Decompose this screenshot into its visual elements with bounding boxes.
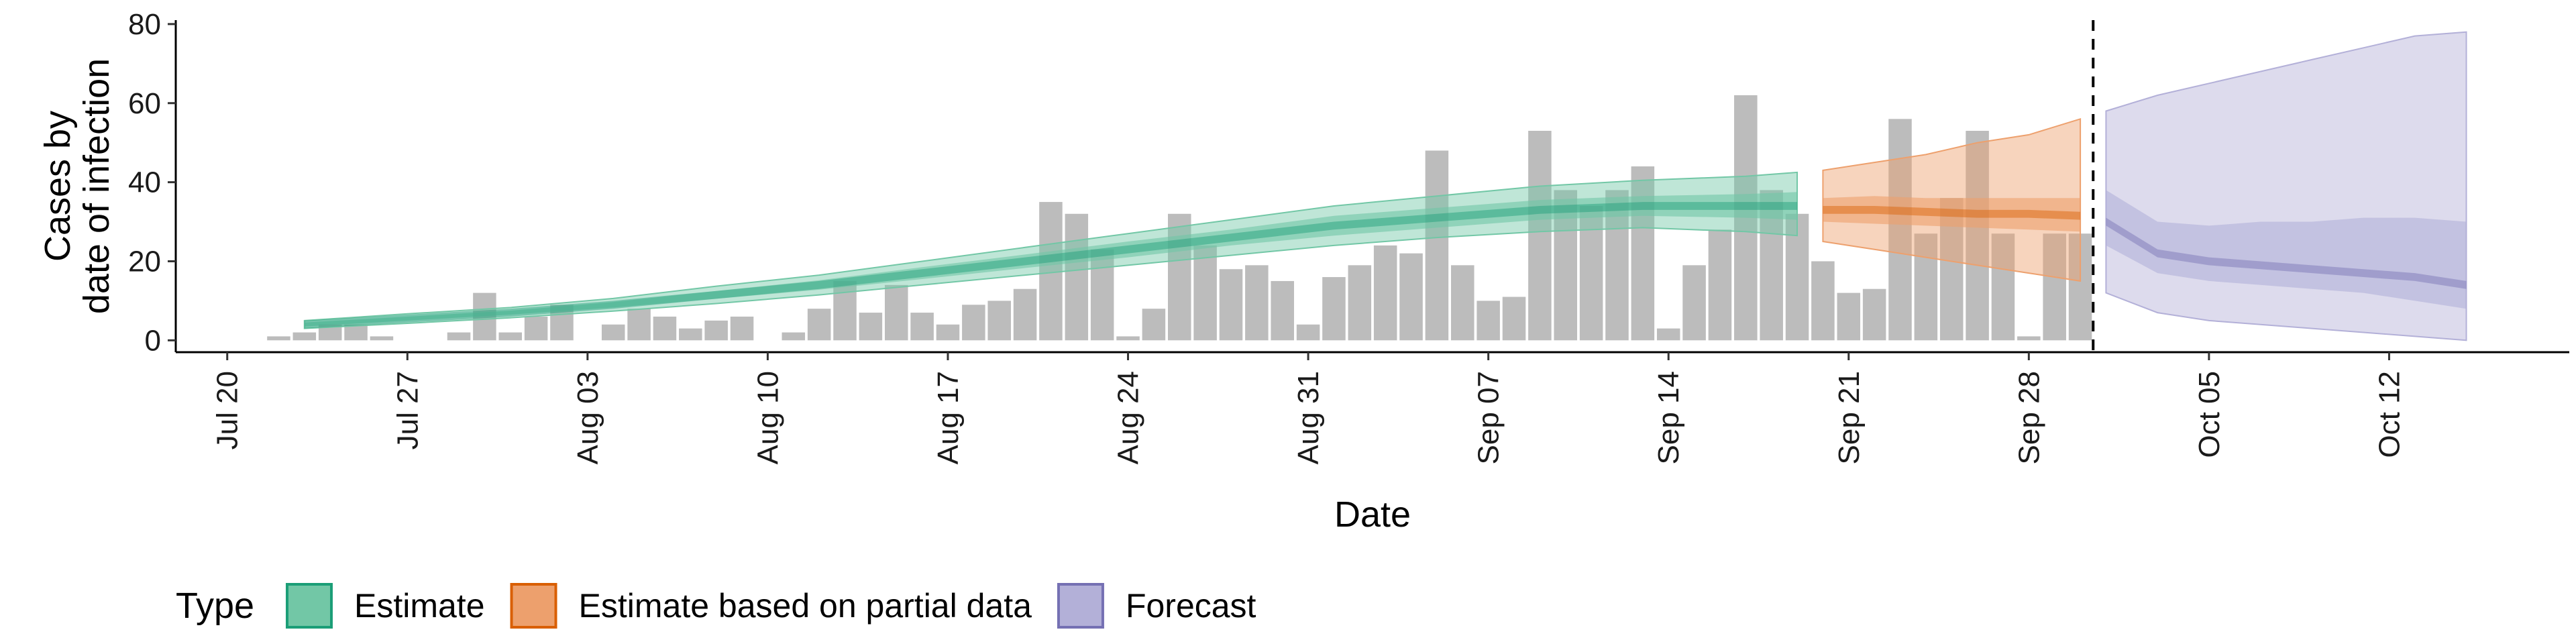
- bar-2020-08-23: [1090, 249, 1114, 341]
- y-tick-label-60: 60: [128, 87, 161, 120]
- y-axis-title-line-0: Cases by: [38, 111, 78, 262]
- bar-2020-07-26: [370, 336, 394, 341]
- bar-2020-08-15: [884, 284, 908, 341]
- x-tick-label-2020-07-27: Jul 27: [391, 371, 424, 449]
- bar-2020-09-22: [1862, 288, 1886, 341]
- bands-layer: [303, 31, 2467, 341]
- series-1-median-band: [1823, 206, 2081, 220]
- bar-2020-08-22: [1065, 213, 1089, 341]
- bar-2020-08-21: [1039, 202, 1063, 341]
- bar-2020-08-20: [1013, 288, 1037, 341]
- bar-2020-08-29: [1245, 265, 1269, 341]
- bar-2020-08-07: [679, 328, 702, 341]
- bar-2020-09-21: [1837, 292, 1861, 341]
- bar-2020-07-29: [447, 332, 471, 341]
- x-tick-label-2020-09-07: Sep 07: [1472, 371, 1505, 464]
- bar-2020-08-25: [1142, 309, 1166, 341]
- x-tick-label-2020-07-20: Jul 20: [211, 371, 244, 449]
- x-tick-label-2020-09-14: Sep 14: [1652, 371, 1685, 464]
- bar-2020-07-30: [473, 292, 496, 341]
- bar-2020-09-08: [1502, 297, 1526, 341]
- bar-2020-09-09: [1528, 131, 1552, 341]
- bar-2020-09-24: [1914, 233, 1938, 341]
- x-tick-label-2020-08-31: Aug 31: [1292, 371, 1325, 464]
- bar-2020-09-02: [1348, 265, 1372, 341]
- bar-2020-09-06: [1451, 265, 1474, 341]
- bar-2020-08-13: [833, 280, 857, 341]
- y-tick-label-40: 40: [128, 166, 161, 199]
- bar-2020-08-28: [1219, 269, 1243, 341]
- series-1-inner-band: [1823, 196, 2081, 232]
- legend: Type Estimate Estimate based on partial da…: [176, 583, 1256, 629]
- legend-title: Type: [176, 586, 254, 626]
- bar-2020-08-17: [936, 324, 960, 341]
- x-tick-label-2020-08-24: Aug 24: [1112, 371, 1145, 464]
- legend-label-1: Estimate based on partial data: [579, 587, 1032, 625]
- axes-layer: 0 20 40 60 80 Jul 20 Jul 27 Aug 03 Aug 10 Aug 17 A…: [128, 8, 2569, 464]
- legend-label-2: Forecast: [1126, 587, 1256, 625]
- bar-2020-08-27: [1193, 245, 1217, 341]
- bar-2020-08-24: [1116, 336, 1140, 341]
- x-tick-label-2020-08-10: Aug 10: [751, 371, 784, 464]
- bar-2020-09-27: [1991, 233, 2015, 341]
- bar-2020-08-16: [910, 313, 934, 341]
- x-tick-label-2020-10-05: Oct 05: [2193, 371, 2226, 458]
- series-2-inner-band: [2106, 190, 2467, 309]
- bar-2020-08-30: [1271, 280, 1294, 341]
- x-axis-title: Date: [1334, 494, 1411, 535]
- bar-2020-09-20: [1811, 261, 1835, 341]
- bar-2020-08-05: [627, 309, 651, 341]
- bar-2020-09-04: [1399, 253, 1423, 341]
- bar-2020-08-06: [653, 316, 677, 341]
- bars-layer: [267, 95, 2092, 341]
- bar-2020-08-11: [782, 332, 806, 341]
- series-2-median-band: [2106, 217, 2467, 289]
- bar-2020-09-05: [1425, 150, 1449, 341]
- bar-2020-09-28: [2017, 336, 2041, 341]
- x-tick-label-2020-10-12: Oct 12: [2373, 371, 2406, 458]
- bar-2020-09-26: [1966, 131, 1989, 341]
- bar-2020-09-11: [1579, 205, 1603, 341]
- x-tick-label-2020-08-17: Aug 17: [932, 371, 965, 464]
- bar-2020-08-12: [807, 309, 831, 341]
- y-axis-title: Cases bydate of infection: [38, 58, 117, 314]
- bar-2020-09-07: [1477, 301, 1500, 341]
- legend-key-2: [1057, 583, 1104, 629]
- bar-2020-09-14: [1656, 328, 1680, 341]
- legend-key-1: [510, 583, 557, 629]
- x-tick-label-2020-09-28: Sep 28: [2012, 371, 2045, 464]
- bar-2020-08-01: [524, 316, 548, 341]
- bar-2020-09-01: [1322, 277, 1346, 341]
- y-tick-label-20: 20: [128, 245, 161, 278]
- bar-2020-07-23: [292, 332, 317, 341]
- series-0-inner-band: [304, 192, 1797, 327]
- bar-2020-09-23: [1888, 119, 1912, 341]
- bar-2020-09-03: [1373, 245, 1397, 341]
- bar-2020-08-09: [730, 316, 754, 341]
- bar-2020-07-31: [498, 332, 523, 341]
- x-tick-label-2020-09-21: Sep 21: [1833, 371, 1866, 464]
- bar-2020-08-31: [1296, 324, 1320, 341]
- y-axis-title-line-1: date of infection: [76, 58, 117, 314]
- bar-2020-09-13: [1631, 166, 1655, 341]
- y-tick-label-0: 0: [145, 324, 161, 357]
- bar-2020-09-16: [1708, 229, 1732, 341]
- y-tick-label-80: 80: [128, 8, 161, 41]
- bar-2020-08-18: [962, 305, 985, 341]
- legend-label-0: Estimate: [354, 587, 485, 625]
- bar-2020-07-24: [318, 324, 342, 341]
- bar-2020-07-22: [267, 336, 290, 341]
- bar-2020-09-15: [1682, 265, 1706, 341]
- bar-2020-07-25: [344, 324, 368, 341]
- legend-key-0: [286, 583, 333, 629]
- bar-2020-08-14: [859, 313, 883, 341]
- series-0-median-band: [304, 202, 1797, 329]
- bar-2020-09-29: [2043, 233, 2066, 341]
- bar-2020-08-08: [704, 320, 728, 341]
- x-tick-label-2020-08-03: Aug 03: [572, 371, 604, 464]
- bar-2020-08-19: [987, 301, 1011, 341]
- bar-2020-08-04: [601, 324, 625, 341]
